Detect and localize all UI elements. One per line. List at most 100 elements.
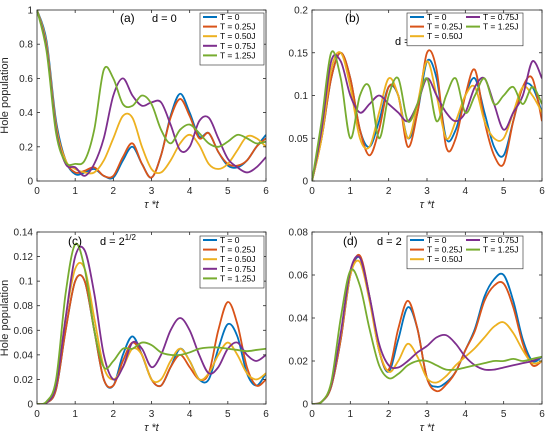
series-group — [37, 10, 266, 180]
panel-annotation: d = 2 — [377, 236, 402, 248]
series-line-t125 — [37, 10, 266, 166]
panel-label: (d) — [343, 234, 358, 248]
x-tick-label: 2 — [111, 409, 117, 420]
panel-d: 0 1 2 3 4 5 6 0 0.02 0.04 0.06 0.08 τ *t (d) d = 2 T = … — [289, 228, 546, 435]
x-tick-label: 5 — [225, 186, 231, 197]
y-tick-label: 0.04 — [289, 314, 309, 325]
y-tick-label: 0.05 — [289, 134, 309, 145]
legend-entry: T = 0.25J — [427, 22, 463, 32]
legend-entry: T = 0 — [220, 235, 240, 245]
legend-box — [199, 235, 265, 289]
y-tick-label: 0.1 — [19, 277, 33, 288]
x-tick-label: 0 — [309, 409, 315, 420]
x-tick-label: 4 — [463, 409, 469, 420]
x-tick-label: 5 — [501, 186, 507, 197]
x-tick-label: 3 — [149, 409, 155, 420]
y-tick-label: 0.14 — [14, 228, 34, 239]
x-tick-label: 3 — [149, 186, 155, 197]
series-line-t125 — [312, 50, 542, 181]
x-axis-label: τ *t — [420, 422, 435, 434]
x-tick-label: 3 — [424, 409, 430, 420]
panel-label: (c) — [68, 234, 82, 248]
annotation-exponent: 1/2 — [125, 233, 137, 242]
legend-entry: T = 0 — [427, 12, 447, 22]
y-tick-label: 0.2 — [19, 142, 33, 153]
y-axis-label: Hole population — [0, 57, 11, 133]
x-axis-label: τ *t — [144, 199, 159, 211]
x-tick-label: 6 — [539, 409, 545, 420]
y-tick-label: 0.1 — [294, 91, 308, 102]
legend-entry: T = 0.75J — [220, 264, 256, 274]
y-tick-label: 0.08 — [14, 301, 34, 312]
x-axis-label: τ *t — [420, 199, 435, 211]
series-group — [37, 242, 266, 404]
series-group — [312, 253, 542, 404]
legend-box — [406, 12, 524, 47]
panel-label: (b) — [345, 11, 360, 25]
y-tick-label: 1 — [27, 6, 33, 17]
x-tick-label: 2 — [111, 186, 117, 197]
y-tick-label: 0.8 — [19, 40, 33, 51]
y-tick-label: 0.15 — [289, 48, 309, 59]
panel-label: (a) — [120, 11, 135, 25]
y-tick-label: 0.06 — [14, 326, 34, 337]
x-tick-label: 1 — [72, 186, 78, 197]
legend-entry: T = 0.75J — [483, 12, 519, 22]
panel-a: 0 1 2 3 4 5 6 0 0.2 0.4 0.6 0.8 1 τ *t Hole population… — [0, 6, 269, 212]
x-tick-label: 0 — [34, 409, 40, 420]
x-tick-label: 5 — [225, 409, 231, 420]
y-tick-label: 0 — [302, 177, 308, 188]
y-tick-label: 0.4 — [19, 108, 33, 119]
series-line-t050 — [312, 259, 542, 404]
x-tick-label: 5 — [501, 409, 507, 420]
legend-entry: T = 0.25J — [220, 245, 256, 255]
y-tick-label: 0.02 — [289, 357, 309, 368]
series-line-t025 — [312, 49, 542, 181]
y-tick-label: 0.12 — [14, 252, 34, 263]
legend-entry: T = 0.25J — [427, 245, 463, 255]
series-line-t125 — [312, 268, 542, 404]
legend-entry: T = 0.50J — [427, 254, 463, 264]
legend-entry: T = 1.25J — [483, 245, 519, 255]
y-tick-label: 0.6 — [19, 74, 33, 85]
legend-entry: T = 0.50J — [220, 31, 256, 41]
x-axis-label: τ *t — [144, 422, 159, 434]
panel-c: 0 1 2 3 4 5 6 0 0.02 0.04 0.06 0.08 0.1 0.12 0.14 τ *t H… — [0, 228, 269, 435]
x-tick-label: 1 — [348, 186, 354, 197]
y-tick-label: 0 — [302, 400, 308, 411]
legend-entry: T = 1.25J — [483, 22, 519, 32]
x-tick-label: 0 — [309, 186, 315, 197]
series-line-t050 — [37, 10, 266, 175]
legend-entry: T = 0 — [220, 12, 240, 22]
x-tick-label: 1 — [348, 409, 354, 420]
legend-entry: T = 0.25J — [220, 22, 256, 32]
y-tick-label: 0.02 — [14, 375, 34, 386]
series-line-t050 — [312, 51, 542, 181]
legend-entry: T = 1.25J — [220, 50, 256, 60]
x-tick-label: 6 — [263, 409, 269, 420]
legend-entry: T = 0.75J — [220, 41, 256, 51]
y-tick-label: 0 — [27, 177, 33, 188]
legend-entry: T = 0.50J — [220, 254, 256, 264]
x-tick-label: 4 — [187, 409, 193, 420]
legend-entry: T = 1.25J — [220, 273, 256, 283]
x-tick-label: 4 — [463, 186, 469, 197]
x-tick-label: 4 — [187, 186, 193, 197]
x-tick-label: 3 — [424, 186, 430, 197]
y-tick-label: 0 — [27, 400, 33, 411]
y-tick-label: 0.06 — [289, 271, 309, 282]
x-tick-label: 2 — [386, 186, 392, 197]
legend-box — [406, 235, 524, 270]
y-tick-label: 0.08 — [289, 228, 309, 239]
series-line-t050 — [37, 261, 266, 404]
x-tick-label: 1 — [72, 409, 78, 420]
x-tick-label: 0 — [34, 186, 40, 197]
y-axis-label: Hole population — [0, 280, 11, 356]
series-group — [312, 49, 542, 181]
panel-annotation: d = 0 — [152, 13, 177, 25]
